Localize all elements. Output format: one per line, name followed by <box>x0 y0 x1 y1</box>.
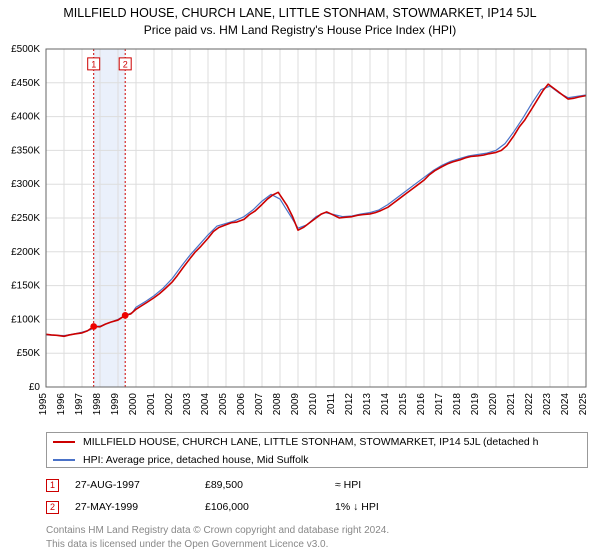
svg-text:£300K: £300K <box>11 179 40 190</box>
svg-text:2000: 2000 <box>128 393 139 416</box>
svg-text:£400K: £400K <box>11 112 40 123</box>
svg-text:2002: 2002 <box>164 393 175 416</box>
svg-text:2015: 2015 <box>398 393 409 416</box>
svg-text:2008: 2008 <box>272 393 283 416</box>
svg-text:2004: 2004 <box>200 393 211 416</box>
svg-text:2019: 2019 <box>470 393 481 416</box>
legend-swatch <box>53 441 75 443</box>
chart-subtitle: Price paid vs. HM Land Registry's House … <box>0 20 600 37</box>
legend-swatch <box>53 459 75 461</box>
svg-text:2007: 2007 <box>254 393 265 416</box>
sale-marker-2: 2 <box>46 501 59 514</box>
svg-text:2011: 2011 <box>326 393 337 415</box>
legend-label: MILLFIELD HOUSE, CHURCH LANE, LITTLE STO… <box>83 436 539 448</box>
svg-text:2023: 2023 <box>542 393 553 416</box>
svg-text:2022: 2022 <box>524 393 535 416</box>
sale-row-1: 1 27-AUG-1997 £89,500 ≈ HPI <box>46 476 588 494</box>
svg-text:1996: 1996 <box>56 393 67 416</box>
sale-marker-1: 1 <box>46 479 59 492</box>
svg-text:2001: 2001 <box>146 393 157 416</box>
sale-delta-2: 1% ↓ HPI <box>335 501 379 513</box>
svg-text:1999: 1999 <box>110 393 121 416</box>
svg-text:2024: 2024 <box>560 393 571 416</box>
svg-text:2010: 2010 <box>308 393 319 416</box>
svg-text:2013: 2013 <box>362 393 373 416</box>
svg-text:2012: 2012 <box>344 393 355 416</box>
svg-text:2005: 2005 <box>218 393 229 416</box>
svg-text:£150K: £150K <box>11 281 40 292</box>
svg-text:2018: 2018 <box>452 393 463 416</box>
svg-text:£100K: £100K <box>11 314 40 325</box>
svg-text:£50K: £50K <box>17 348 41 359</box>
svg-text:2014: 2014 <box>380 393 391 416</box>
svg-text:1995: 1995 <box>38 393 49 416</box>
svg-text:2009: 2009 <box>290 393 301 416</box>
svg-text:2017: 2017 <box>434 393 445 416</box>
svg-text:2020: 2020 <box>488 393 499 416</box>
svg-text:£200K: £200K <box>11 247 40 258</box>
chart-title: MILLFIELD HOUSE, CHURCH LANE, LITTLE STO… <box>0 0 600 20</box>
svg-text:2025: 2025 <box>578 393 589 416</box>
line-chart: £0£50K£100K£150K£200K£250K£300K£350K£400… <box>46 45 590 415</box>
footer-line-1: Contains HM Land Registry data © Crown c… <box>46 524 588 537</box>
sale-row-2: 2 27-MAY-1999 £106,000 1% ↓ HPI <box>46 498 588 516</box>
svg-text:1: 1 <box>91 59 96 69</box>
sale-date-1: 27-AUG-1997 <box>75 479 205 491</box>
svg-text:2006: 2006 <box>236 393 247 416</box>
svg-text:£250K: £250K <box>11 213 40 224</box>
svg-text:2: 2 <box>123 59 128 69</box>
svg-text:2016: 2016 <box>416 393 427 416</box>
svg-text:£350K: £350K <box>11 145 40 156</box>
legend-label: HPI: Average price, detached house, Mid … <box>83 454 309 466</box>
svg-text:1997: 1997 <box>74 393 85 416</box>
svg-text:£500K: £500K <box>11 44 40 55</box>
footer-line-2: This data is licensed under the Open Gov… <box>46 538 588 551</box>
svg-text:£0: £0 <box>29 382 41 393</box>
svg-text:2021: 2021 <box>506 393 517 416</box>
sale-price-1: £89,500 <box>205 479 335 491</box>
legend: MILLFIELD HOUSE, CHURCH LANE, LITTLE STO… <box>46 432 588 468</box>
legend-item: MILLFIELD HOUSE, CHURCH LANE, LITTLE STO… <box>47 433 587 451</box>
sale-price-2: £106,000 <box>205 501 335 513</box>
chart-area: £0£50K£100K£150K£200K£250K£300K£350K£400… <box>46 45 590 415</box>
svg-text:2003: 2003 <box>182 393 193 416</box>
svg-text:1998: 1998 <box>92 393 103 416</box>
svg-text:£450K: £450K <box>11 78 40 89</box>
sale-delta-1: ≈ HPI <box>335 479 361 491</box>
legend-item: HPI: Average price, detached house, Mid … <box>47 451 587 468</box>
sale-date-2: 27-MAY-1999 <box>75 501 205 513</box>
